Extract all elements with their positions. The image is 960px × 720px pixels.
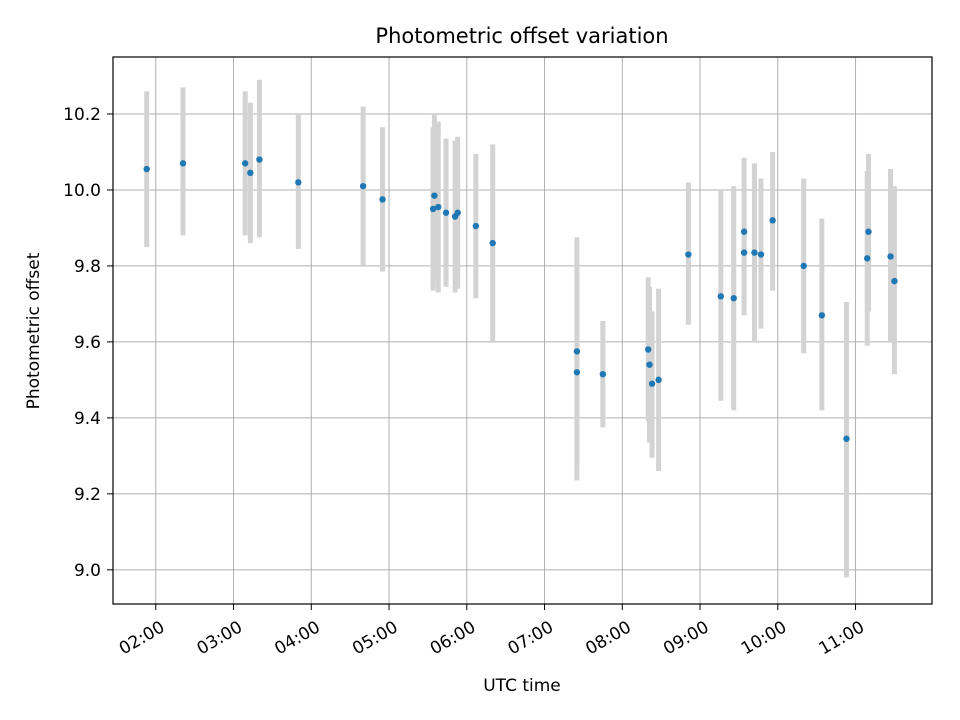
data-point xyxy=(256,156,263,163)
data-point xyxy=(295,179,302,186)
data-point xyxy=(379,196,386,203)
data-point xyxy=(757,251,765,258)
data-point xyxy=(864,255,871,262)
data-point xyxy=(751,249,758,256)
data-point xyxy=(489,239,496,247)
data-point xyxy=(454,209,461,216)
data-point xyxy=(891,277,898,285)
data-point xyxy=(730,295,737,302)
y-axis-label: Photometric offset xyxy=(24,252,44,409)
data-point xyxy=(435,203,442,211)
y-axis: 9.0 9.2 9.4 9.6 9.8 10.0 10.2 xyxy=(63,105,113,581)
data-point xyxy=(241,160,249,167)
data-point xyxy=(599,370,607,378)
data-point xyxy=(655,376,662,384)
data-point xyxy=(740,228,748,235)
y-tick-label: 10.0 xyxy=(63,181,101,201)
data-point xyxy=(769,217,776,224)
data-point xyxy=(887,253,894,260)
data-point xyxy=(800,262,807,270)
y-tick-label: 9.2 xyxy=(74,485,101,505)
data-point xyxy=(143,165,150,173)
data-point xyxy=(648,380,656,387)
data-point xyxy=(442,209,450,216)
data-point xyxy=(818,312,826,319)
data-point xyxy=(717,293,724,300)
y-tick-label: 9.8 xyxy=(74,257,101,277)
data-point xyxy=(865,228,872,235)
y-tick-label: 9.4 xyxy=(74,409,101,429)
x-axis-label: UTC time xyxy=(483,676,561,696)
data-point xyxy=(646,361,653,368)
data-point xyxy=(685,251,692,258)
y-tick-label: 10.2 xyxy=(63,105,101,125)
data-point xyxy=(573,348,581,355)
data-point xyxy=(429,205,437,213)
data-point xyxy=(645,346,652,353)
data-point xyxy=(740,249,748,256)
plot-frame xyxy=(112,56,933,605)
data-point xyxy=(179,160,187,167)
data-point xyxy=(843,435,850,442)
chart-title: Photometric offset variation xyxy=(375,24,668,48)
data-point xyxy=(472,222,480,230)
data-point xyxy=(573,369,581,376)
y-tick-label: 9.0 xyxy=(74,561,101,581)
y-tick-label: 9.6 xyxy=(74,333,101,353)
markers xyxy=(143,156,898,442)
data-point xyxy=(431,192,438,199)
data-point xyxy=(247,169,254,177)
data-point xyxy=(359,182,367,190)
